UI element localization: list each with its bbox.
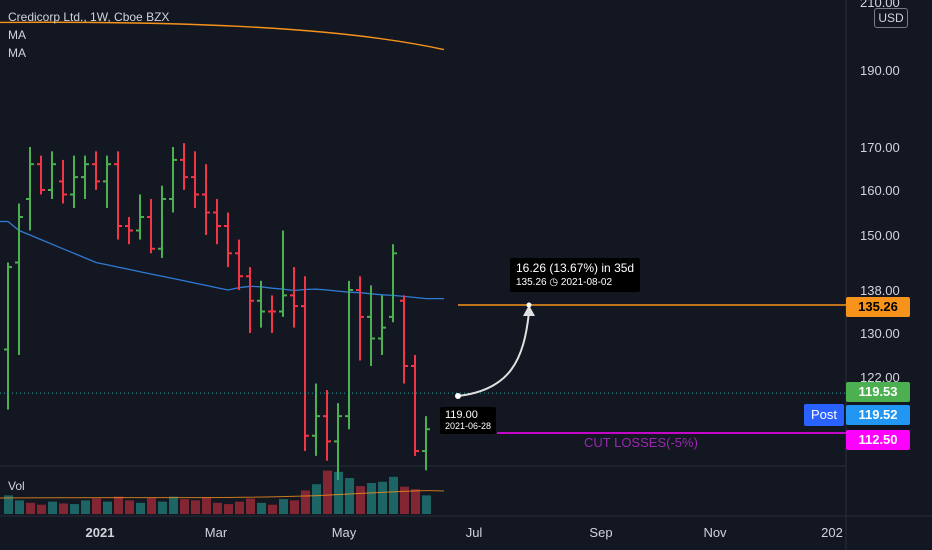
stop-price-tag: 112.50: [846, 430, 910, 450]
x-tick-label: 202: [821, 525, 843, 540]
projection-start-dot: [455, 393, 461, 399]
volume-bar: [158, 501, 167, 514]
projection-date: 2021-08-02: [560, 277, 613, 288]
y-tick-label: 190.00: [860, 63, 900, 78]
volume-bar: [37, 504, 46, 514]
volume-bar: [422, 495, 431, 514]
volume-bar: [92, 498, 101, 514]
volume-bar: [15, 500, 24, 514]
low-date: 2021-06-28: [445, 421, 492, 431]
y-tick-label: 150.00: [860, 228, 900, 243]
y-tick-label: 210.00: [860, 0, 900, 10]
volume-bar: [59, 503, 68, 514]
projection-label[interactable]: 16.26 (13.67%) in 35d 135.26 ◷ 2021-08-0…: [510, 258, 641, 292]
ma-orange-line: [0, 21, 445, 51]
y-tick-label: 122.00: [860, 370, 900, 385]
volume-legend[interactable]: Vol: [8, 479, 25, 493]
projection-sub: 135.26 ◷ 2021-08-02: [516, 277, 634, 288]
volume-bar: [312, 484, 321, 514]
volume-bar: [367, 483, 376, 514]
volume-bar: [136, 502, 145, 514]
volume-bar: [180, 499, 189, 514]
x-tick-label: Jul: [466, 525, 483, 540]
volume-bar: [224, 504, 233, 514]
volume-bar: [290, 500, 299, 514]
ma-blue-line: [0, 220, 444, 300]
y-tick-label: 138.00: [860, 283, 900, 298]
volume-bar: [147, 497, 156, 514]
currency-button[interactable]: USD: [874, 8, 908, 28]
volume-bar: [279, 499, 288, 514]
volume-bar: [345, 478, 354, 514]
volume-bar: [356, 486, 365, 514]
volume-bar: [389, 476, 398, 514]
volume-bar: [257, 502, 266, 514]
volume-bar: [191, 500, 200, 514]
volume-bar: [81, 500, 90, 514]
projection-arrow: [457, 311, 530, 397]
volume-bar: [378, 481, 387, 514]
symbol-title: Credicorp Ltd., 1W, Cboe BZX: [8, 10, 170, 24]
projection-end-dot: [526, 302, 532, 308]
volume-bar: [202, 497, 211, 514]
volume-bar: [26, 502, 35, 514]
target-price-tag: 135.26: [846, 297, 910, 317]
volume-bar: [48, 501, 57, 514]
ma-legend-1[interactable]: MA: [8, 28, 26, 42]
y-tick-label: 170.00: [860, 140, 900, 155]
x-tick-label: 2021: [86, 525, 115, 540]
x-tick-label: Sep: [589, 525, 612, 540]
volume-bar: [323, 470, 332, 514]
volume-bar: [246, 498, 255, 514]
projection-price: 135.26: [516, 277, 547, 288]
volume-bar: [411, 489, 420, 514]
volume-bar: [169, 496, 178, 514]
x-tick-label: Mar: [205, 525, 228, 540]
volume-bar: [301, 490, 310, 514]
x-tick-label: Nov: [703, 525, 727, 540]
volume-bar: [125, 500, 134, 514]
volume-bar: [114, 496, 123, 514]
volume-bar: [4, 495, 13, 514]
last-price-tag: 119.53: [846, 382, 910, 402]
x-tick-label: May: [332, 525, 357, 540]
volume-bar: [235, 501, 244, 514]
y-tick-label: 160.00: [860, 183, 900, 198]
projection-main-text: 16.26 (13.67%) in 35d: [516, 261, 635, 275]
cut-losses-label[interactable]: CUT LOSSES(-5%): [584, 435, 698, 450]
volume-bar: [400, 486, 409, 514]
low-price: 119.00: [445, 409, 478, 421]
low-label[interactable]: 119.00 2021-06-28: [440, 407, 497, 434]
volume-bar: [213, 502, 222, 514]
post-price-tag: 119.52: [846, 405, 910, 425]
volume-bar: [334, 471, 343, 514]
volume-bar: [103, 501, 112, 514]
post-badge[interactable]: Post: [804, 404, 844, 426]
volume-ma-line: [0, 490, 445, 499]
volume-bar: [70, 504, 79, 514]
clock-icon: ◷: [549, 277, 559, 288]
projection-arrowhead: [523, 305, 535, 316]
ma-legend-2[interactable]: MA: [8, 46, 26, 60]
volume-bar: [268, 504, 277, 514]
y-tick-label: 130.00: [860, 326, 900, 341]
